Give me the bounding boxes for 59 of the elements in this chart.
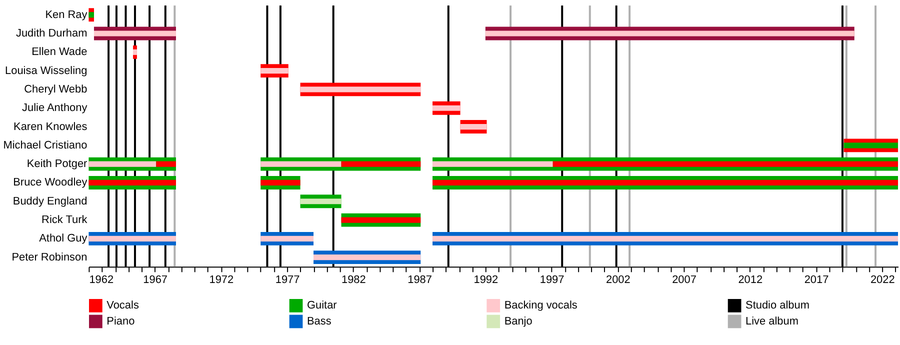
bar (341, 161, 421, 167)
bar (156, 161, 176, 167)
bar (432, 236, 898, 242)
y-tick-label: Ellen Wade (32, 46, 88, 58)
x-tick-label: 1967 (143, 274, 168, 286)
bar (300, 198, 342, 204)
bar (485, 30, 854, 36)
y-tick-label: Athol Guy (39, 232, 88, 245)
bar (844, 142, 898, 148)
y-tick-label: Louisa Wisseling (5, 64, 88, 77)
bar (88, 180, 176, 186)
bar (432, 105, 460, 111)
y-tick-label: Buddy England (12, 195, 88, 208)
bar (133, 49, 137, 55)
bar (432, 161, 553, 167)
y-tick-label: Peter Robinson (12, 251, 88, 264)
x-tick-label: 1997 (540, 274, 564, 286)
y-tick-label: Cheryl Webb (24, 83, 88, 96)
legend-label: Guitar (306, 300, 338, 312)
bar (260, 161, 342, 167)
legend-label: Backing vocals (504, 300, 578, 312)
bar (88, 236, 176, 242)
x-tick-label: 1992 (474, 274, 498, 286)
bar (552, 161, 898, 167)
x-tick-label: 2012 (738, 274, 763, 286)
bar (300, 86, 421, 92)
bar (260, 180, 300, 186)
y-tick-label: Bruce Woodley (13, 176, 88, 189)
x-tick-label: 2007 (672, 274, 696, 286)
y-tick-label: Julie Anthony (22, 102, 88, 114)
legend-label: Vocals (106, 300, 140, 312)
legend-label: Studio album (746, 300, 810, 312)
legend-label: Piano (106, 315, 135, 328)
x-tick-label: 1962 (89, 274, 114, 286)
bar (432, 180, 898, 186)
x-tick-label: 1977 (275, 274, 300, 286)
x-tick-label: 1982 (341, 274, 366, 286)
x-tick-label: 1987 (408, 274, 432, 286)
x-tick-label: 2017 (804, 274, 829, 286)
y-tick-label: Rick Turk (42, 214, 88, 226)
y-tick-label: Karen Knowles (14, 120, 88, 133)
bar (314, 254, 421, 260)
bar (94, 30, 176, 36)
y-tick-label: Keith Potger (26, 158, 88, 170)
x-tick-label: 2002 (606, 274, 630, 286)
bar (88, 12, 94, 18)
legend-label: Bass (306, 315, 332, 328)
bar (341, 217, 421, 223)
x-tick-label: 2022 (870, 274, 895, 286)
y-tick-label: Ken Ray (45, 8, 88, 21)
legend-label: Banjo (504, 315, 532, 328)
bar (460, 124, 487, 130)
bar (88, 161, 156, 167)
x-tick-label: 1972 (209, 274, 234, 286)
y-tick-label: Michael Cristiano (3, 139, 88, 152)
legend-label: Live album (746, 315, 798, 328)
y-tick-label: Judith Durham (16, 28, 88, 40)
bar (260, 236, 314, 242)
bar (260, 68, 288, 74)
